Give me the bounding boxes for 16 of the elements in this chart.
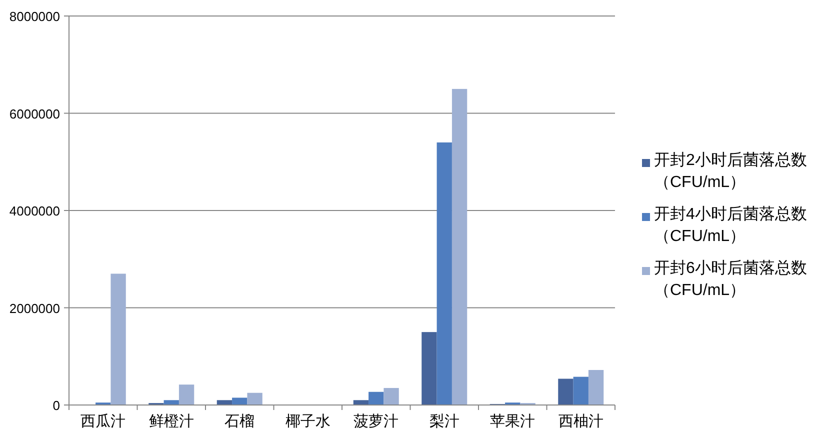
x-tick-label: 苹果汁 (490, 413, 536, 430)
y-tick-label: 2000000 (9, 300, 60, 316)
legend-label: 开封4小时后菌落总数（CFU/mL） (654, 204, 808, 247)
legend-label: 开封6小时后菌落总数（CFU/mL） (654, 258, 808, 301)
y-tick-label: 0 (52, 398, 60, 413)
x-tick-label: 石榴 (224, 413, 255, 430)
x-tick-label: 梨汁 (429, 413, 460, 430)
y-tick-label: 4000000 (9, 204, 60, 218)
y-tick-label: 8000000 (9, 9, 60, 24)
legend-label: 开封2小时后菌落总数（CFU/mL） (654, 150, 808, 193)
x-tick-label: 菠萝汁 (354, 413, 399, 430)
x-tick-label: 西柚汁 (558, 413, 604, 430)
y-tick-label: 6000000 (9, 106, 60, 122)
x-tick-label: 椰子水 (285, 413, 330, 430)
x-tick-label: 鲜橙汁 (148, 413, 194, 430)
x-tick-label: 西瓜汁 (80, 413, 126, 430)
